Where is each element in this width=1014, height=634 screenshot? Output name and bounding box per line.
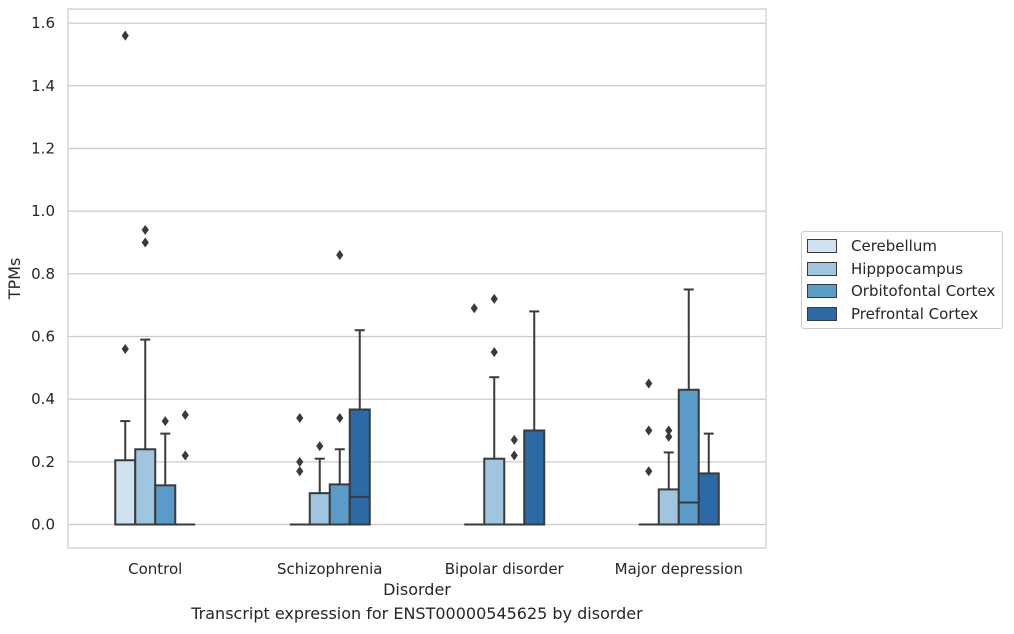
legend-swatch-hippocampus: [807, 261, 837, 276]
box-cerebellum-bipolar-disorder: [464, 303, 485, 526]
x-axis-title: Disorder: [383, 580, 451, 599]
plot-frame: [67, 8, 767, 549]
y-tick-labels: 0.0 0.2 0.4 0.6 0.8 1.0 1.2 1.4 1.6: [31, 14, 55, 533]
outlier-point: [181, 409, 189, 420]
outlier-point: [665, 431, 673, 442]
box-hipppocampus-major-depression: [657, 425, 680, 526]
y-axis-title: TPMs: [5, 258, 24, 301]
y-tick-label: 1.4: [31, 77, 55, 95]
box-hipppocampus-bipolar-disorder: [483, 293, 506, 526]
box-prefrontal-cortex-bipolar-disorder: [523, 310, 546, 526]
box-body: [677, 388, 700, 526]
outlier-point: [121, 30, 129, 41]
box-prefrontal-cortex-control: [175, 409, 196, 526]
legend-label-cerebellum: Cerebellum: [851, 237, 937, 256]
box-hipppocampus-schizophrenia: [308, 441, 331, 526]
legend-swatch-orbitofrontal-cortex: [807, 284, 837, 299]
box-body: [697, 472, 720, 526]
box-body: [657, 488, 680, 526]
y-tick-label: 0.2: [31, 453, 55, 471]
box-prefrontal-cortex-schizophrenia: [348, 329, 371, 526]
y-tick-label: 0.8: [31, 265, 55, 283]
y-tick-label: 1.0: [31, 202, 55, 220]
y-tick-label: 1.6: [31, 14, 55, 32]
box-hipppocampus-control: [134, 224, 157, 526]
legend-label-hippocampus: Hipppocampus: [851, 259, 964, 278]
box-body: [523, 429, 546, 526]
outlier-point: [141, 237, 149, 248]
outlier-point: [181, 450, 189, 461]
legend-item-hippocampus: Hipppocampus: [802, 258, 1002, 281]
outlier-point: [316, 441, 324, 452]
box-cerebellum-control: [114, 30, 137, 526]
legend: Cerebellum Hipppocampus Orbitofontal Cor…: [801, 231, 1003, 329]
box-orbitofontal-cortex-schizophrenia: [328, 249, 351, 526]
outlier-point: [490, 293, 498, 304]
outlier-point: [336, 249, 344, 260]
y-tick-label: 0.6: [31, 327, 55, 345]
gridlines: [68, 22, 766, 526]
legend-label-orbitofrontal-cortex: Orbitofontal Cortex: [851, 282, 996, 301]
legend-label-prefrontal-cortex: Prefrontal Cortex: [851, 304, 979, 323]
outlier-point: [470, 303, 478, 314]
outlier-point: [296, 412, 304, 423]
box-body: [483, 457, 506, 526]
box-orbitofontal-cortex-bipolar-disorder: [504, 434, 525, 526]
outlier-point: [121, 344, 129, 355]
outlier-point: [645, 466, 653, 477]
figure-caption: Transcript expression for ENST0000054562…: [191, 604, 643, 623]
outlier-point: [161, 416, 169, 427]
outlier-point: [510, 434, 518, 445]
box-cerebellum-major-depression: [638, 378, 659, 526]
outlier-point: [336, 412, 344, 423]
legend-item-cerebellum: Cerebellum: [802, 235, 1002, 258]
y-tick-label: 1.2: [31, 139, 55, 157]
box-body: [154, 484, 177, 526]
x-tick-label: Major depression: [615, 560, 743, 578]
x-tick-label: Control: [128, 560, 182, 578]
outlier-point: [490, 347, 498, 358]
legend-swatch-cerebellum: [807, 239, 837, 254]
box-orbitofontal-cortex-control: [154, 416, 177, 526]
box-body: [114, 459, 137, 526]
box-cerebellum-schizophrenia: [289, 412, 310, 526]
outlier-point: [141, 224, 149, 235]
legend-item-prefrontal-cortex: Prefrontal Cortex: [802, 303, 1002, 326]
plot-marks: [114, 30, 720, 526]
outlier-point: [665, 425, 673, 436]
outlier-point: [645, 378, 653, 389]
x-tick-labels: Control Schizophrenia Bipolar disorder Majo…: [128, 560, 743, 578]
y-tick-label: 0.4: [31, 390, 55, 408]
box-body: [308, 492, 331, 526]
outlier-point: [645, 425, 653, 436]
outlier-point: [296, 466, 304, 477]
legend-item-orbitofrontal-cortex: Orbitofontal Cortex: [802, 280, 1002, 303]
x-tick-label: Schizophrenia: [277, 560, 382, 578]
box-body: [348, 408, 371, 526]
box-body: [134, 448, 157, 526]
box-body: [328, 483, 351, 526]
y-tick-label: 0.0: [31, 515, 55, 533]
outlier-point: [296, 456, 304, 467]
box-orbitofontal-cortex-major-depression: [677, 288, 700, 526]
legend-swatch-prefrontal-cortex: [807, 306, 837, 321]
box-prefrontal-cortex-major-depression: [697, 432, 720, 526]
x-tick-label: Bipolar disorder: [445, 560, 565, 578]
outlier-point: [510, 450, 518, 461]
